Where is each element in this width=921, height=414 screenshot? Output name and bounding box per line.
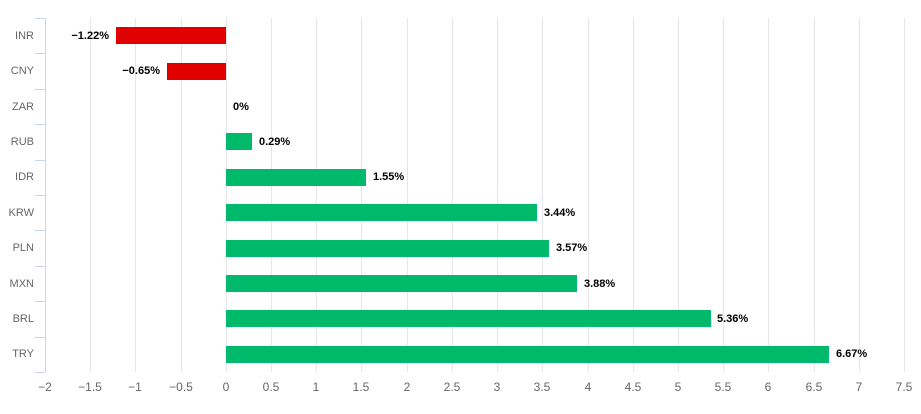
category-axis-line bbox=[45, 18, 46, 372]
x-axis-tick-label: −1.5 bbox=[78, 380, 102, 394]
grid-line bbox=[181, 18, 182, 372]
category-label: TRY bbox=[12, 348, 34, 360]
x-axis-tick-label: 0 bbox=[222, 380, 230, 394]
grid-line bbox=[768, 18, 769, 372]
x-axis-tick-label: 4.5 bbox=[624, 380, 642, 394]
category-axis-tick bbox=[35, 124, 45, 125]
category-axis-tick bbox=[35, 301, 45, 302]
bar-value-label: 0% bbox=[233, 101, 249, 113]
bar[interactable] bbox=[226, 169, 366, 186]
category-axis-tick bbox=[35, 18, 45, 19]
grid-line bbox=[904, 18, 905, 372]
bar-value-label: 6.67% bbox=[836, 348, 868, 360]
x-axis-tick-label: 3 bbox=[493, 380, 501, 394]
x-axis-tick-label: 4 bbox=[584, 380, 592, 394]
bar-value-label: 3.88% bbox=[584, 278, 616, 290]
x-axis-tick-label: 6 bbox=[764, 380, 772, 394]
grid-line bbox=[814, 18, 815, 372]
x-axis-tick-label: 1 bbox=[312, 380, 320, 394]
x-axis-tick-label: 0.5 bbox=[262, 380, 280, 394]
category-label: IDR bbox=[15, 171, 34, 183]
bar-value-label: 0.29% bbox=[259, 136, 291, 148]
grid-line bbox=[271, 18, 272, 372]
category-axis-tick bbox=[35, 195, 45, 196]
x-axis-tick-label: 1.5 bbox=[352, 380, 370, 394]
category-axis-tick bbox=[35, 337, 45, 338]
x-axis-tick-label: −2 bbox=[38, 380, 52, 394]
bar-value-label: 3.57% bbox=[556, 242, 588, 254]
x-axis-tick-label: 5.5 bbox=[714, 380, 732, 394]
x-axis-tick-label: 5 bbox=[674, 380, 682, 394]
category-axis-tick bbox=[35, 230, 45, 231]
category-label: BRL bbox=[12, 313, 34, 325]
grid-line bbox=[135, 18, 136, 372]
category-label: KRW bbox=[8, 207, 34, 219]
bar-value-label: 5.36% bbox=[717, 313, 749, 325]
bar-value-label: 3.44% bbox=[544, 207, 576, 219]
category-label: INR bbox=[15, 30, 34, 42]
grid-line bbox=[452, 18, 453, 372]
x-axis-tick-label: 7.5 bbox=[895, 380, 913, 394]
x-axis-tick-label: 2.5 bbox=[443, 380, 461, 394]
category-label: RUB bbox=[10, 136, 34, 148]
x-axis-tick-label: 3.5 bbox=[533, 380, 551, 394]
x-axis-tick-label: 2 bbox=[403, 380, 411, 394]
category-axis-tick bbox=[35, 266, 45, 267]
category-label: MXN bbox=[9, 278, 34, 290]
grid-line bbox=[723, 18, 724, 372]
bar[interactable] bbox=[226, 204, 537, 221]
category-label: CNY bbox=[10, 65, 34, 77]
grid-line bbox=[678, 18, 679, 372]
category-axis-tick bbox=[35, 160, 45, 161]
category-axis-tick bbox=[35, 89, 45, 90]
category-axis-tick bbox=[35, 53, 45, 54]
x-axis-tick-label: 7 bbox=[855, 380, 863, 394]
grid-line bbox=[588, 18, 589, 372]
grid-line bbox=[316, 18, 317, 372]
grid-line bbox=[497, 18, 498, 372]
bar-value-label: −0.65% bbox=[122, 65, 160, 77]
bar[interactable] bbox=[226, 240, 549, 257]
grid-line bbox=[859, 18, 860, 372]
bar[interactable] bbox=[226, 346, 829, 363]
category-axis-tick bbox=[35, 372, 45, 373]
grid-line bbox=[633, 18, 634, 372]
grid-line bbox=[407, 18, 408, 372]
category-label: PLN bbox=[12, 242, 34, 254]
bar[interactable] bbox=[116, 27, 226, 44]
bar[interactable] bbox=[167, 63, 226, 80]
grid-line bbox=[90, 18, 91, 372]
bar-value-label: −1.22% bbox=[71, 30, 109, 42]
x-axis-tick-label: 6.5 bbox=[805, 380, 823, 394]
x-axis-tick-label: −0.5 bbox=[169, 380, 193, 394]
grid-line bbox=[361, 18, 362, 372]
category-label: ZAR bbox=[12, 101, 34, 113]
x-axis-tick-label: −1 bbox=[128, 380, 142, 394]
grid-line bbox=[542, 18, 543, 372]
bar[interactable] bbox=[226, 133, 252, 150]
bar-value-label: 1.55% bbox=[373, 171, 405, 183]
bar[interactable] bbox=[226, 310, 711, 327]
bar[interactable] bbox=[226, 275, 577, 292]
grid-line bbox=[226, 18, 227, 372]
